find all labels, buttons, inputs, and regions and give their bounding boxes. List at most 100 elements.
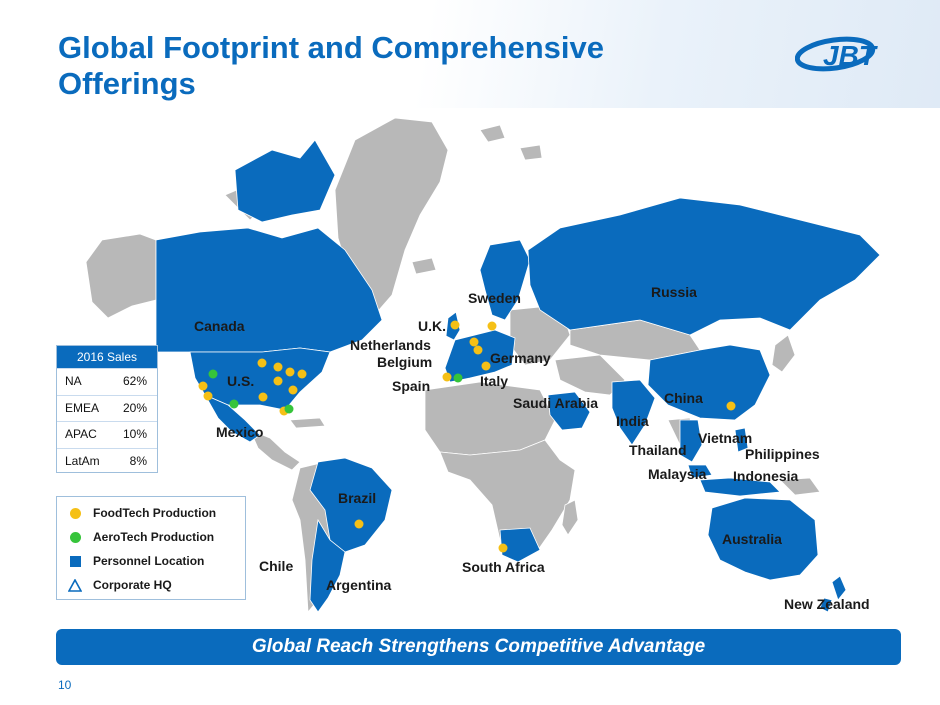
foodtech-dot (258, 392, 268, 402)
greenland-shape (334, 117, 449, 319)
new-zealand-south-shape (819, 597, 833, 613)
country-label-china: China (664, 390, 703, 406)
png-shape (779, 477, 821, 496)
legend-hq-label: Corporate HQ (93, 578, 172, 592)
sales-table: 2016 Sales NA 62% EMEA 20% APAC 10% LatA… (56, 345, 158, 473)
sales-region: EMEA (65, 400, 100, 415)
logo-text: JBT (823, 40, 879, 71)
country-label-philippines: Philippines (745, 446, 820, 462)
foodtech-dot (481, 361, 491, 371)
country-label-australia: Australia (722, 531, 782, 547)
country-label-russia: Russia (651, 284, 697, 300)
sales-row-apac: APAC 10% (57, 421, 157, 448)
country-label-canada: Canada (194, 318, 245, 334)
sales-value: 10% (122, 427, 147, 441)
country-label-mexico: Mexico (216, 424, 264, 440)
sales-region: APAC (65, 427, 97, 441)
sales-region: NA (65, 374, 82, 388)
australia-shape (707, 497, 819, 581)
svalbard-shape (519, 144, 543, 161)
scandinavia-shape (479, 239, 531, 321)
country-label-brazil: Brazil (338, 490, 377, 506)
page-number: 10 (58, 678, 72, 692)
tagline-banner: Global Reach Strengthens Competitive Adv… (56, 629, 901, 665)
foodtech-dot (285, 367, 295, 377)
mexico-shape (204, 394, 261, 443)
legend-personnel-label: Personnel Location (93, 554, 205, 568)
sales-value: 20% (122, 400, 147, 415)
aerotech-dot (208, 369, 218, 379)
foodtech-dot (297, 369, 307, 379)
sales-header: 2016 Sales (57, 346, 157, 368)
canada-arctic-shape (234, 139, 336, 223)
country-label-belgium: Belgium (377, 354, 433, 370)
country-label-spain: Spain (392, 378, 431, 394)
china-shape (647, 344, 771, 421)
central-america-shape (249, 429, 301, 471)
foodtech-dot (288, 385, 298, 395)
sales-region: LatAm (65, 453, 100, 468)
country-label-sweden: Sweden (468, 290, 521, 306)
philippines-shape (734, 427, 749, 453)
country-label-argentina: Argentina (326, 577, 392, 593)
country-label-netherlands: Netherlands (350, 337, 431, 353)
header-band (0, 0, 940, 108)
foodtech-dot (726, 401, 736, 411)
india-shape (611, 379, 656, 446)
se-asia-blue-shape (679, 419, 703, 463)
russia-shape (527, 197, 881, 336)
country-label-india: India (616, 413, 649, 429)
iceland-shape (411, 257, 437, 275)
blue-square-icon (67, 553, 83, 569)
brazil-shape (309, 457, 393, 553)
aerotech-dot (229, 399, 239, 409)
legend-personnel: Personnel Location (67, 553, 204, 569)
sales-value: 62% (122, 374, 147, 388)
saudi-arabia-shape (547, 391, 591, 431)
foodtech-dot (442, 372, 452, 382)
country-label-malaysia: Malaysia (648, 466, 707, 482)
triangle-outline-icon (67, 577, 83, 593)
aerotech-dot (284, 404, 294, 414)
us-shape (189, 347, 331, 411)
caribbean-shape (289, 417, 326, 429)
foodtech-dot (450, 320, 460, 330)
indonesia-shape (699, 477, 781, 497)
alaska-shape (85, 233, 157, 319)
foodtech-dot (198, 381, 208, 391)
country-label-uk: U.K. (418, 318, 446, 334)
foodtech-dot (273, 362, 283, 372)
legend-foodtech: FoodTech Production (67, 505, 216, 521)
madagascar-shape (561, 499, 579, 536)
foodtech-dot (469, 337, 479, 347)
argentina-shape (309, 518, 346, 613)
legend-hq: Corporate HQ (67, 577, 172, 593)
country-label-south-africa: South Africa (462, 559, 545, 575)
yellow-dot-icon (67, 505, 83, 521)
foodtech-dot (473, 345, 483, 355)
legend-aerotech: AeroTech Production (67, 529, 214, 545)
japan-shape (771, 334, 796, 373)
country-label-germany: Germany (490, 350, 551, 366)
map-legend: FoodTech Production AeroTech Production … (56, 496, 246, 600)
foodtech-dot (273, 376, 283, 386)
malaysia-shape (687, 464, 713, 479)
country-label-indonesia: Indonesia (733, 468, 799, 484)
country-label-saudi-arabia: Saudi Arabia (513, 395, 599, 411)
sales-row-emea: EMEA 20% (57, 394, 157, 422)
aerotech-dots (208, 369, 463, 414)
page-title: Global Footprint and Comprehensive Offer… (58, 30, 604, 101)
country-label-new-zealand: New Zealand (784, 596, 870, 612)
foodtech-dot (498, 543, 508, 553)
green-dot-icon (67, 529, 83, 545)
foodtech-dots (198, 320, 736, 553)
aerotech-dot (453, 373, 463, 383)
sales-row-na: NA 62% (57, 368, 157, 395)
foodtech-dot (487, 321, 497, 331)
foodtech-dot (257, 358, 267, 368)
country-label-vietnam: Vietnam (698, 430, 753, 446)
sales-value: 8% (129, 453, 147, 468)
arctic-islands-shape (479, 124, 506, 143)
canada-shape (155, 227, 383, 353)
